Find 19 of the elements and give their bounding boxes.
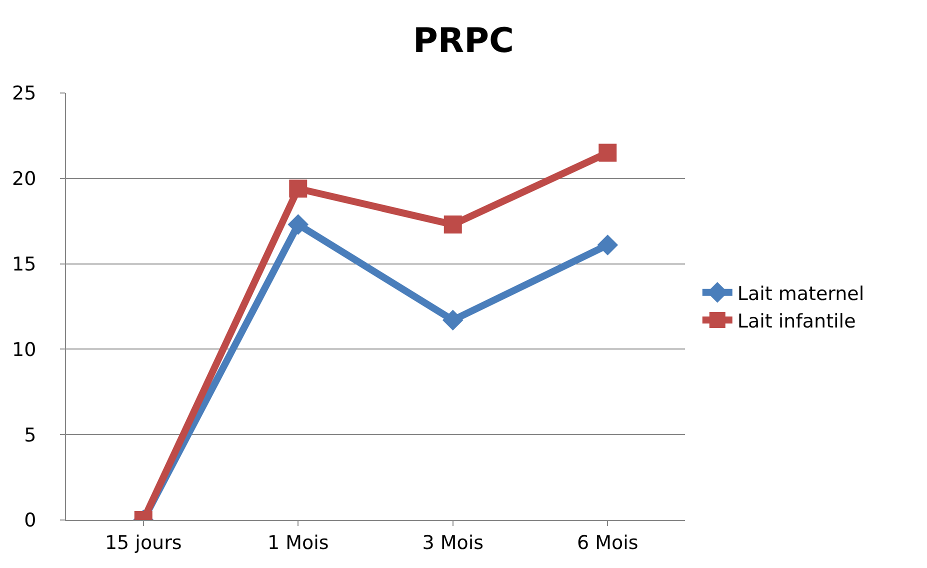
y-tick-label: 10 [12, 338, 36, 361]
point [597, 234, 618, 256]
x-tick-label: 15 jours [104, 532, 182, 554]
y-tick-label: 5 [24, 424, 36, 446]
point [598, 144, 617, 162]
y-tick-label: 15 [12, 253, 36, 276]
legend-label: Lait maternel [737, 282, 864, 305]
y-tick-label: 20 [12, 168, 36, 190]
x-tick-label: 1 Mois [267, 532, 329, 554]
x-tick-label: 3 Mois [422, 532, 484, 554]
point [442, 310, 464, 331]
point [288, 214, 309, 235]
legend-label: Lait infantile [737, 310, 856, 332]
y-tick-label: 0 [24, 510, 36, 532]
x-tick-label: 6 Mois [576, 532, 638, 554]
point [289, 180, 308, 198]
chart-title: PRPC [413, 21, 514, 62]
y-tick-label: 25 [12, 82, 36, 105]
point [444, 216, 462, 234]
